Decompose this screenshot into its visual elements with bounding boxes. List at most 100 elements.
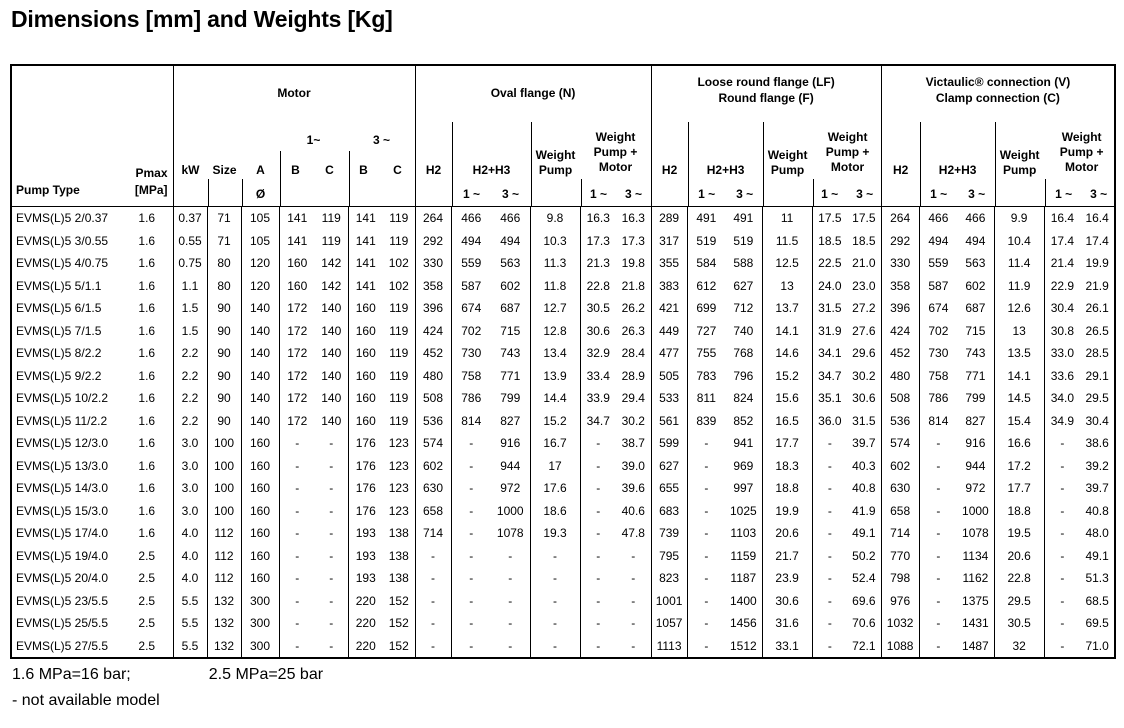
oval-cell: 714 — [414, 522, 452, 545]
oval-cell: 827 — [500, 413, 521, 428]
loose-cell: - — [686, 634, 726, 658]
oval-cell: 21.3 — [579, 252, 617, 275]
loose-cell: 612 — [686, 274, 726, 297]
loose-cell: 18.3 — [761, 454, 813, 477]
pump-type-label: Pump Type — [16, 183, 80, 197]
pump-type-cell: EVMS(L)5 2/0.37 — [16, 211, 109, 226]
motor-cell: - — [329, 481, 334, 496]
motor-cell: 100 — [206, 432, 241, 455]
motor-cell: 119 — [321, 211, 341, 226]
motor-cell: 4.0 — [172, 522, 207, 545]
oval-cell: - — [631, 593, 636, 608]
pmax-cell: 2.5 — [138, 616, 156, 631]
oval-cell: 687 — [500, 301, 521, 316]
victaulic-cell: 51.3 — [1085, 571, 1109, 586]
motor-cell: 176 — [347, 454, 383, 477]
loose-cell: 588 — [733, 256, 754, 271]
motor-cell: 3.0 — [172, 454, 207, 477]
victaulic-cell: 916 — [965, 436, 986, 451]
motor-cell: 119 — [389, 323, 409, 338]
oval-cell: - — [579, 499, 617, 522]
oval-cell: 1000 — [496, 503, 524, 518]
victaulic-cell: 19.5 — [993, 522, 1045, 545]
oval-cell: 47.8 — [621, 526, 645, 541]
loose-cell: 491 — [733, 211, 754, 226]
loose-cell: 13.7 — [761, 297, 813, 320]
victaulic-cell: 1000 — [962, 503, 989, 518]
table-row: EVMS(L)5 8/2.2 1.6 2.2 90 140 172 140 160 119 452… — [11, 342, 1115, 365]
victaulic-cell: 16.6 — [993, 432, 1045, 455]
oval-flange-section-header: Oval flange (N) H2 H2+H3 1 ~ 3 ~ Weight … — [414, 65, 652, 207]
oval-cell: 587 — [450, 274, 492, 297]
victaulic-cell: 68.5 — [1085, 593, 1109, 608]
oval-cell: 786 — [450, 387, 492, 410]
oval-cell: - — [450, 522, 492, 545]
oval-cell: - — [631, 616, 636, 631]
loose-cell: 23.0 — [852, 278, 876, 293]
pmax-cell: 2.5 — [138, 638, 156, 653]
victaulic-cell: - — [1043, 499, 1081, 522]
motor-cell: 160 — [240, 522, 279, 545]
victaulic-cell: - — [1043, 589, 1081, 612]
motor-cell: 100 — [206, 477, 241, 500]
motor-cell: 220 — [347, 612, 383, 635]
motor-cell: 160 — [240, 544, 279, 567]
victaulic-section-header: Victaulic® connection (V) Clamp connecti… — [880, 65, 1116, 207]
oval-cell: 330 — [414, 252, 452, 275]
loose-cell: 1113 — [650, 634, 688, 658]
loose-cell: 35.1 — [811, 387, 848, 410]
oval-cell: 18.6 — [529, 499, 581, 522]
header-divider-line — [348, 151, 350, 206]
victaulic-cell: 798 — [880, 567, 920, 590]
motor-cell: - — [278, 589, 315, 612]
victaulic-cell: 69.5 — [1085, 616, 1109, 631]
pump-type-cell: EVMS(L)5 10/2.2 — [16, 391, 109, 406]
pressure-note-25bar: 2.5 MPa=25 bar — [208, 666, 324, 683]
pump-type-cell: EVMS(L)5 5/1.1 — [16, 278, 102, 293]
oval-cell: - — [579, 522, 617, 545]
loose-cell: 941 — [733, 436, 754, 451]
motor-cell: 141 — [347, 229, 383, 252]
loose-cell: 683 — [650, 499, 688, 522]
oval-cell: - — [631, 548, 636, 563]
oval-cell: 12.7 — [529, 297, 581, 320]
oval-weight-pump-motor-label: Weight Pump + Motor — [593, 130, 638, 174]
victaulic-cell: 13.5 — [993, 342, 1045, 365]
loose-cell: 768 — [733, 346, 754, 361]
motor-cell: 160 — [347, 387, 383, 410]
loose-cell: 561 — [650, 409, 688, 432]
oval-cell: 16.3 — [579, 206, 617, 230]
loose-cell: 969 — [733, 458, 754, 473]
table-body: EVMS(L)5 2/0.37 1.6 0.37 71 105 141 119 141 119 2… — [11, 206, 1115, 658]
victaulic-cell: 480 — [880, 364, 920, 387]
pmax-cell: 1.6 — [138, 256, 156, 271]
oval-cell: 702 — [450, 319, 492, 342]
oval-cell: 396 — [414, 297, 452, 320]
oval-cell: 424 — [414, 319, 452, 342]
loose-cell: 15.2 — [761, 364, 813, 387]
oval-cell: 602 — [414, 454, 452, 477]
loose-cell: 11.5 — [761, 229, 813, 252]
motor-cell: 140 — [240, 342, 279, 365]
loose-weight-pump-label: Weight Pump — [767, 148, 808, 177]
pump-type-cell: EVMS(L)5 27/5.5 — [16, 638, 109, 653]
oval-cell: 34.7 — [579, 409, 617, 432]
oval-cell: - — [529, 612, 581, 635]
victaulic-cell: - — [1043, 567, 1081, 590]
motor-cell: 2.2 — [172, 342, 207, 365]
motor-cell: 123 — [388, 503, 409, 518]
victaulic-cell: 396 — [880, 297, 920, 320]
pmax-label: Pmax — [135, 166, 168, 180]
pmax-cell: 1.6 — [138, 368, 156, 383]
motor-cell: 172 — [278, 387, 315, 410]
motor-cell: 132 — [206, 612, 241, 635]
victaulic-cell: 21.4 — [1043, 252, 1081, 275]
oval-cell: - — [579, 544, 617, 567]
pump-type-cell: EVMS(L)5 25/5.5 — [16, 616, 109, 631]
victaulic-cell: - — [918, 477, 958, 500]
loose-cell: 289 — [650, 206, 688, 230]
motor-cell: 90 — [206, 387, 241, 410]
victaulic-cell: 559 — [918, 252, 958, 275]
pressure-note: 1.6 MPa=16 bar; 2.5 MPa=25 bar — [12, 666, 323, 684]
loose-cell: 796 — [733, 368, 754, 383]
